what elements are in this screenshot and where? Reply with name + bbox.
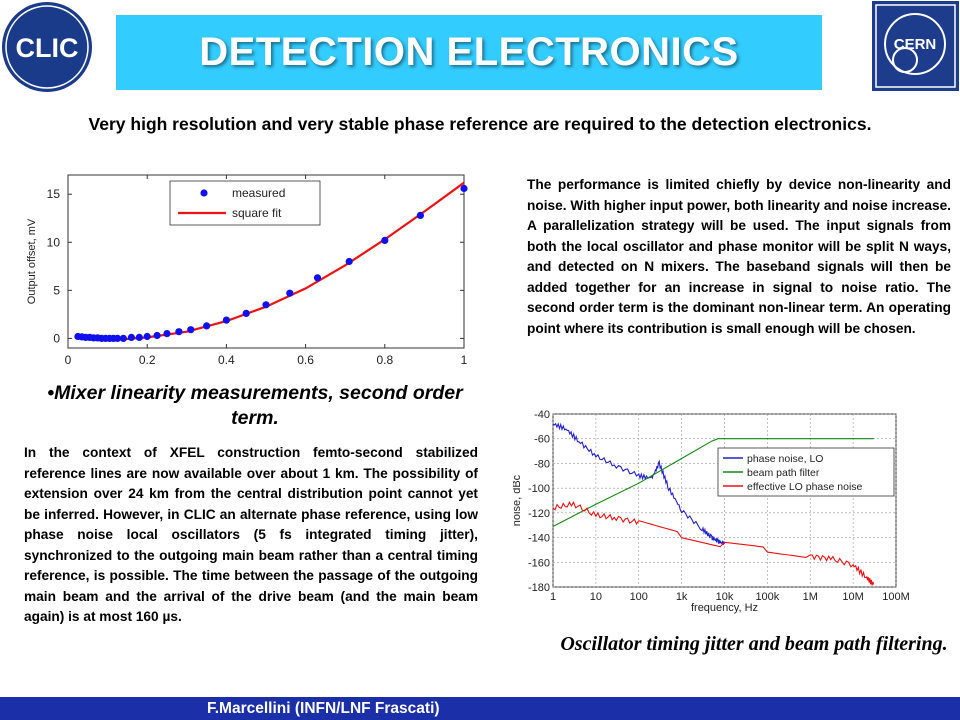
y-axis-label: Output offset, mV xyxy=(26,218,38,304)
x-tick-label: 10 xyxy=(590,591,602,603)
legend-box xyxy=(717,447,895,497)
y-tick-label: -100 xyxy=(528,483,550,495)
y-tick-label: -120 xyxy=(528,508,550,520)
y-tick-label: -140 xyxy=(528,533,550,545)
measured-point xyxy=(163,330,171,338)
measured-point xyxy=(135,333,143,341)
x-tick-label: 10k xyxy=(716,591,734,603)
right-caption: Oscillator timing jitter and beam path f… xyxy=(560,633,948,655)
page-title: DETECTION ELECTRONICS xyxy=(199,30,739,74)
legend-box xyxy=(169,180,321,226)
measured-point xyxy=(127,333,135,341)
measured-point xyxy=(313,274,322,282)
clic-logo: CLIC xyxy=(2,2,92,92)
x-tick-label: 1 xyxy=(461,353,468,367)
y-tick-label: 0 xyxy=(53,331,60,345)
cern-logo-text: CERN xyxy=(894,36,937,53)
x-tick-label: 100 xyxy=(630,591,648,603)
measured-point xyxy=(113,334,122,342)
measured-point xyxy=(242,309,250,317)
legend-label: beam path filter xyxy=(747,467,820,479)
x-tick-label: 1 xyxy=(550,591,556,603)
x-tick-label: 0.2 xyxy=(139,353,156,367)
measured-point xyxy=(222,316,230,324)
right-paragraph: The performance is limited chiefly by de… xyxy=(527,177,951,336)
y-tick-label: 15 xyxy=(47,187,61,201)
y-tick-label: 5 xyxy=(53,283,60,297)
subtitle: Very high resolution and very stable pha… xyxy=(88,114,872,134)
measured-point xyxy=(119,334,127,342)
y-tick-label: -60 xyxy=(534,434,550,446)
y-tick-label: -40 xyxy=(534,409,550,421)
measured-point xyxy=(460,184,468,193)
x-tick-label: 0.8 xyxy=(376,353,393,367)
clic-logo-text: CLIC xyxy=(16,33,79,63)
noise-spectrum-chart: 1 10 100 1k 10k 100k 1M 10M 100M -40 -60 -80 -100 -12… xyxy=(513,409,910,614)
legend-label: effective LO phase noise xyxy=(747,481,863,493)
series-line xyxy=(552,500,875,586)
cern-logo: CERN xyxy=(872,1,959,91)
x-tick-label: 100M xyxy=(882,591,910,603)
measured-point xyxy=(203,322,211,330)
legend-measured-marker xyxy=(200,189,208,197)
measured-point xyxy=(153,331,161,340)
x-tick-label: 1k xyxy=(676,591,688,603)
y-tick-label: 10 xyxy=(47,235,61,249)
measured-point xyxy=(262,301,270,309)
left-caption: •Mixer linearity measurements, second or… xyxy=(47,382,463,429)
measured-point xyxy=(143,332,151,341)
legend-fit-label: square fit xyxy=(232,206,282,220)
x-tick-label: 10M xyxy=(842,591,863,603)
series-line xyxy=(552,438,874,527)
y-tick-label: -80 xyxy=(534,458,550,470)
footer-bar xyxy=(0,697,960,720)
x-tick-label: 100k xyxy=(755,591,779,603)
y-tick-label: -160 xyxy=(528,557,550,569)
y-axis-label: noise, dBc xyxy=(513,474,523,526)
measured-point xyxy=(187,326,195,334)
measured-point xyxy=(175,328,183,336)
left-paragraph: In the context of XFEL construction femt… xyxy=(24,445,478,624)
title-bar: DETECTION ELECTRONICS xyxy=(116,15,822,90)
x-tick-label: 0.4 xyxy=(218,353,235,367)
y-tick-label: -180 xyxy=(528,582,550,594)
series-line xyxy=(552,422,726,546)
footer-author: F.Marcellini (INFN/LNF Frascati) xyxy=(207,700,440,717)
measured-point xyxy=(345,257,353,266)
x-tick-label: 0 xyxy=(65,353,72,367)
measured-point xyxy=(416,211,424,219)
measured-point xyxy=(381,236,389,244)
x-tick-label: 0.6 xyxy=(297,353,314,367)
legend-measured-label: measured xyxy=(232,186,285,200)
legend-label: phase noise, LO xyxy=(747,453,823,465)
x-axis-label: frequency, Hz xyxy=(691,602,758,614)
x-tick-label: 1M xyxy=(803,591,818,603)
measured-point xyxy=(286,289,294,297)
